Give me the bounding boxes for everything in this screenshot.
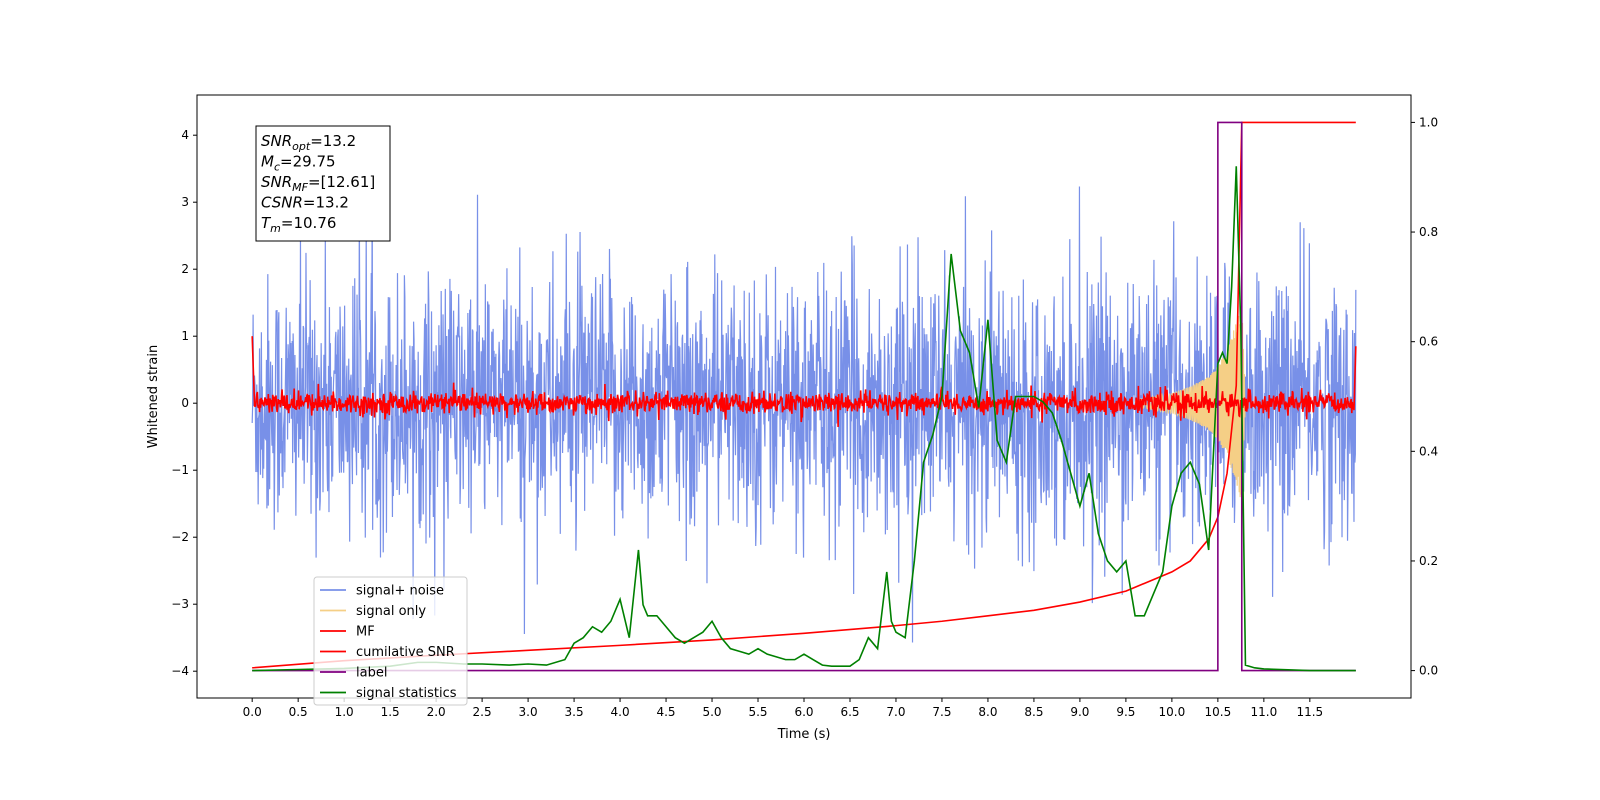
x-tick-label: 7.5 — [932, 705, 951, 719]
x-tick-label: 0.5 — [289, 705, 308, 719]
y-axis-left-ticks: 4 3 2 1 0 −1 −2 −3 −4 — [171, 128, 197, 678]
y-tick-label: −2 — [171, 530, 189, 544]
y2-tick-label: 1.0 — [1419, 115, 1438, 129]
x-tick-label: 5.0 — [702, 705, 721, 719]
y-tick-label: 0 — [181, 396, 189, 410]
x-tick-label: 9.5 — [1116, 705, 1135, 719]
y-tick-label: −4 — [171, 664, 189, 678]
legend: signal+ noise signal only MF cumilative SNR… — [313, 576, 468, 706]
x-tick-label: 4.5 — [656, 705, 675, 719]
x-tick-label: 9.0 — [1070, 705, 1089, 719]
y2-tick-label: 0.4 — [1419, 444, 1438, 458]
x-tick-label: 11.0 — [1250, 705, 1277, 719]
annotation-line: CSNR=13.2 — [261, 194, 349, 212]
x-axis-ticks: 0.0 0.5 1.0 1.5 2.0 2.5 3.0 3.5 4.0 4.5 5.0 5.5 6.0 6… — [243, 698, 1323, 719]
series-signal-noise-line — [251, 160, 1357, 643]
x-tick-label: 1.0 — [335, 705, 354, 719]
x-tick-label: 2.0 — [427, 705, 446, 719]
x-tick-label: 6.5 — [840, 705, 859, 719]
series-mf-line — [251, 336, 1357, 427]
x-tick-label: 10.5 — [1205, 705, 1232, 719]
x-tick-label: 3.5 — [565, 705, 584, 719]
x-tick-label: 11.5 — [1296, 705, 1323, 719]
stats-annotation-box: SNRopt=13.2Mc=29.75SNRMF=[12.61]CSNR=13.… — [255, 125, 391, 242]
y-tick-label: −3 — [171, 597, 189, 611]
x-tick-label: 10.0 — [1159, 705, 1186, 719]
annotation-line: SNRMF=[12.61] — [261, 173, 375, 194]
y2-tick-label: 0.0 — [1419, 664, 1438, 678]
x-tick-label: 7.0 — [886, 705, 905, 719]
legend-label: cumilative SNR — [356, 645, 455, 660]
x-tick-label: 8.5 — [1024, 705, 1043, 719]
y-tick-label: 1 — [181, 329, 189, 343]
annotation-line: Tm=10.76 — [261, 214, 336, 235]
series-signal-statistics-line — [252, 166, 1356, 672]
annotation-line: SNRopt=13.2 — [261, 132, 356, 153]
x-tick-label: 4.0 — [611, 705, 630, 719]
y-tick-label: 2 — [181, 262, 189, 276]
legend-label: signal statistics — [356, 686, 457, 701]
legend-label: signal+ noise — [356, 584, 444, 599]
legend-frame — [313, 576, 468, 706]
y2-tick-label: 0.8 — [1419, 225, 1438, 239]
x-tick-label: 0.0 — [243, 705, 262, 719]
x-tick-label: 3.0 — [519, 705, 538, 719]
y-axis-label: Whitened strain — [146, 345, 161, 448]
x-tick-label: 6.0 — [794, 705, 813, 719]
y-tick-label: 3 — [181, 195, 189, 209]
annotation-line: Mc=29.75 — [261, 153, 336, 174]
plot-data-layer — [251, 121, 1357, 672]
y-tick-label: 4 — [181, 128, 189, 142]
x-axis-label: Time (s) — [777, 727, 831, 742]
legend-label: label — [356, 666, 387, 681]
annotation-box-frame — [255, 125, 391, 242]
y2-tick-label: 0.2 — [1419, 554, 1438, 568]
y-tick-label: −1 — [171, 463, 189, 477]
legend-label: MF — [356, 625, 375, 640]
y-axis-right-ticks: 1.0 0.8 0.6 0.4 0.2 0.0 — [1411, 115, 1438, 678]
x-tick-label: 5.5 — [748, 705, 767, 719]
x-tick-label: 1.5 — [381, 705, 400, 719]
x-tick-label: 2.5 — [473, 705, 492, 719]
series-cumulative-snr-line — [252, 121, 1356, 669]
x-tick-label: 8.0 — [978, 705, 997, 719]
legend-label: signal only — [356, 604, 426, 619]
series-label-line — [252, 121, 1356, 672]
y2-tick-label: 0.6 — [1419, 335, 1438, 349]
